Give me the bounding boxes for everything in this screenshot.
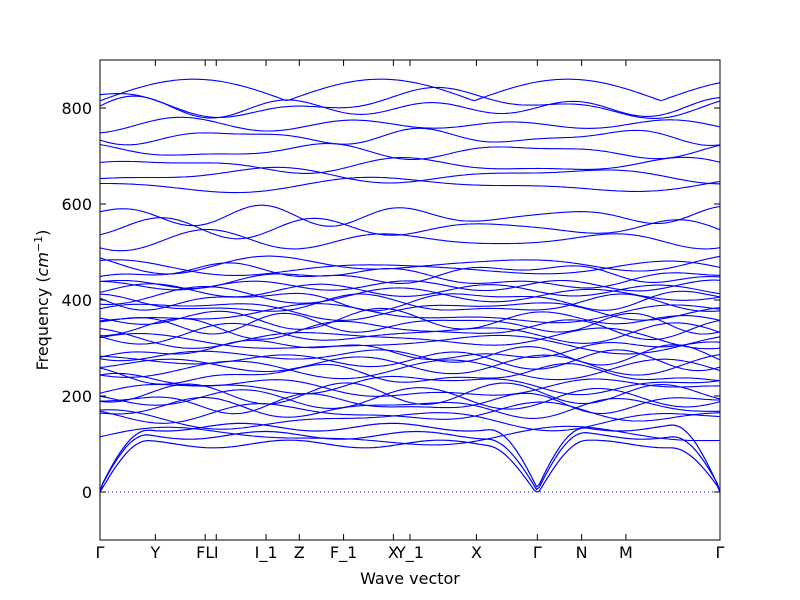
x-tick-label: Y bbox=[149, 543, 160, 562]
phonon-band bbox=[100, 204, 720, 227]
phonon-band bbox=[100, 166, 720, 185]
phonon-band bbox=[100, 156, 720, 174]
x-tick-label: Z bbox=[294, 543, 305, 562]
x-tick-label: I_1 bbox=[255, 543, 278, 563]
y-axis-label: Frequency (cm−1) bbox=[32, 230, 52, 371]
phonon-band bbox=[100, 344, 720, 366]
phonon-band bbox=[100, 286, 720, 305]
x-tick-label: N bbox=[576, 543, 588, 562]
phonon-band bbox=[100, 268, 720, 290]
phonon-band bbox=[100, 127, 720, 146]
phonon-band bbox=[100, 259, 720, 276]
phonon-band bbox=[100, 317, 720, 341]
phonon-band bbox=[100, 255, 720, 275]
x-axis-label: Wave vector bbox=[360, 569, 460, 588]
phonon-band bbox=[100, 290, 720, 312]
x-tick-label: FL bbox=[196, 543, 214, 562]
x-tick-label: X bbox=[388, 543, 399, 562]
phonon-band bbox=[100, 142, 720, 161]
phonon-band bbox=[100, 372, 720, 396]
x-tick-label: M bbox=[619, 543, 633, 562]
phonon-band bbox=[100, 387, 720, 410]
x-tick-label: Γ bbox=[533, 543, 542, 562]
acoustic-branch bbox=[100, 439, 720, 493]
phonon-band bbox=[100, 339, 720, 361]
phonon-band bbox=[100, 332, 720, 355]
phonon-band bbox=[100, 363, 720, 385]
y-tick-label: 200 bbox=[61, 387, 92, 406]
phonon-band bbox=[100, 396, 720, 419]
phonon-band bbox=[100, 425, 720, 446]
x-tick-label: Γ bbox=[96, 543, 105, 562]
y-tick-label: 400 bbox=[61, 291, 92, 310]
plot-area bbox=[100, 78, 720, 493]
phonon-band bbox=[100, 409, 720, 432]
phonon-band bbox=[100, 86, 720, 119]
phonon-band bbox=[100, 217, 720, 240]
x-tick-label: Y_1 bbox=[395, 543, 424, 563]
phonon-band bbox=[100, 401, 720, 424]
y-tick-label: 0 bbox=[82, 483, 92, 502]
acoustic-branch bbox=[100, 430, 720, 493]
phonon-band bbox=[100, 78, 720, 102]
phonon-band bbox=[100, 354, 720, 376]
phonon-band bbox=[100, 307, 720, 330]
phonon-band bbox=[100, 349, 720, 372]
phonon-band bbox=[100, 283, 720, 298]
phonon-band bbox=[100, 293, 720, 312]
phonon-band bbox=[100, 303, 720, 324]
phonon-band bbox=[100, 392, 720, 415]
phonon-band bbox=[100, 262, 720, 284]
phonon-band bbox=[100, 358, 720, 381]
x-axis: Γ Y FL I I_1 Z F_1 XY_1 X Γ N M Γ bbox=[96, 60, 725, 563]
x-tick-label: I bbox=[214, 543, 219, 562]
y-tick-label: 800 bbox=[61, 99, 92, 118]
x-tick-label: Γ bbox=[716, 543, 725, 562]
y-axis: 0 200 400 600 800 bbox=[61, 99, 720, 502]
x-tick-label: F_1 bbox=[330, 543, 357, 563]
phonon-band bbox=[100, 95, 720, 119]
x-tick-label: X bbox=[471, 543, 482, 562]
phonon-band bbox=[100, 302, 720, 321]
phonon-band bbox=[100, 322, 720, 345]
phonon-band bbox=[100, 312, 720, 335]
phonon-band bbox=[100, 327, 720, 350]
phonon-band bbox=[100, 116, 720, 134]
phonon-band bbox=[100, 176, 720, 194]
y-tick-label: 600 bbox=[61, 195, 92, 214]
